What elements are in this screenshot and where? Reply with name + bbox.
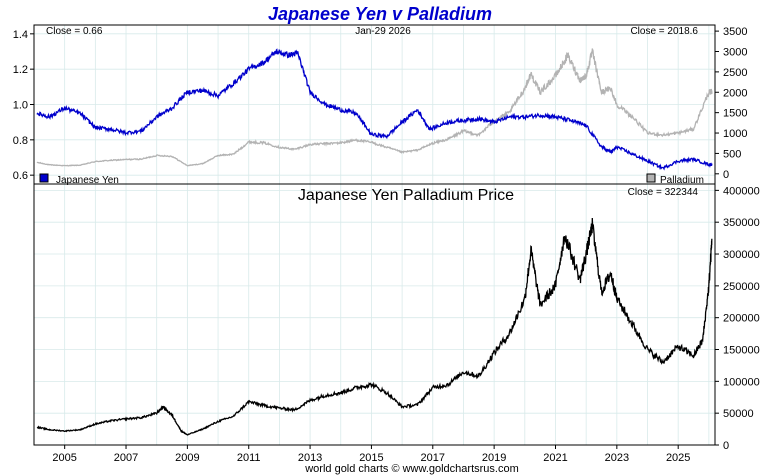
left-tick-label: 0.6 bbox=[13, 170, 28, 182]
x-tick-label: 2007 bbox=[114, 452, 138, 464]
palladium-legend-swatch bbox=[646, 173, 656, 183]
bottom-right-tick-label: 300000 bbox=[723, 249, 760, 261]
right-tick-label: 0 bbox=[723, 169, 729, 181]
right-tick-label: 3500 bbox=[723, 26, 747, 38]
x-tick-label: 2015 bbox=[359, 452, 383, 464]
right-tick-label: 2500 bbox=[723, 67, 747, 79]
bottom-right-tick-label: 250000 bbox=[723, 281, 760, 293]
yen-legend-label: Japanese Yen bbox=[56, 175, 119, 186]
top-panel-left-axis: 0.6 0.8 1.0 1.2 1.4 bbox=[13, 29, 34, 182]
left-close-label: Close = 0.66 bbox=[46, 26, 103, 37]
x-tick-label: 2005 bbox=[52, 452, 76, 464]
bottom-chart-title: Japanese Yen Palladium Price bbox=[298, 187, 514, 204]
left-tick-label: 1.0 bbox=[13, 100, 28, 112]
date-label: Jan-29 2026 bbox=[355, 26, 411, 37]
bottom-panel-series bbox=[36, 217, 713, 436]
left-tick-label: 1.4 bbox=[13, 29, 28, 41]
footer-credit: world gold charts © www.goldchartsrus.co… bbox=[304, 463, 519, 475]
yen-palladium-price-line bbox=[36, 217, 713, 436]
palladium-line bbox=[36, 48, 713, 167]
x-tick-label: 2013 bbox=[298, 452, 322, 464]
right-tick-label: 2000 bbox=[723, 87, 747, 99]
x-tick-label: 2023 bbox=[605, 452, 629, 464]
right-tick-label: 3000 bbox=[723, 47, 747, 59]
right-tick-label: 1000 bbox=[723, 128, 747, 140]
bottom-right-tick-label: 400000 bbox=[723, 185, 760, 197]
x-tick-label: 2011 bbox=[237, 452, 261, 464]
chart-title: Japanese Yen v Palladium bbox=[268, 4, 492, 24]
bottom-right-tick-label: 0 bbox=[723, 440, 729, 452]
left-tick-label: 0.8 bbox=[13, 135, 28, 147]
yen-line bbox=[36, 48, 713, 171]
bottom-close-label: Close = 322344 bbox=[628, 187, 699, 198]
bottom-right-tick-label: 50000 bbox=[723, 408, 754, 420]
x-tick-label: 2009 bbox=[175, 452, 199, 464]
bottom-panel-gridlines bbox=[34, 184, 715, 446]
right-tick-label: 500 bbox=[723, 148, 741, 160]
left-tick-label: 1.2 bbox=[13, 64, 28, 76]
x-axis: 2005 2007 2009 2011 2013 2015 2017 2019 2021 2023… bbox=[52, 445, 690, 464]
top-panel-right-axis: 0 500 1000 1500 2000 2500 3000 3500 bbox=[715, 26, 747, 181]
x-tick-label: 2019 bbox=[482, 452, 506, 464]
right-close-label: Close = 2018.6 bbox=[630, 26, 698, 37]
bottom-right-tick-label: 350000 bbox=[723, 217, 760, 229]
bottom-panel-right-axis: 0 50000 100000 150000 200000 250000 300000 3500… bbox=[715, 185, 760, 452]
palladium-legend-label: Palladium bbox=[660, 175, 704, 186]
bottom-panel-frame bbox=[33, 183, 716, 446]
x-tick-label: 2021 bbox=[543, 452, 567, 464]
top-panel-gridlines bbox=[34, 25, 715, 184]
x-tick-label: 2017 bbox=[421, 452, 445, 464]
right-tick-label: 1500 bbox=[723, 108, 747, 120]
yen-legend-swatch bbox=[39, 173, 49, 183]
x-tick-label: 2025 bbox=[666, 452, 690, 464]
top-panel-series bbox=[36, 48, 713, 171]
bottom-right-tick-label: 100000 bbox=[723, 376, 760, 388]
bottom-right-tick-label: 200000 bbox=[723, 313, 760, 325]
bottom-right-tick-label: 150000 bbox=[723, 345, 760, 357]
